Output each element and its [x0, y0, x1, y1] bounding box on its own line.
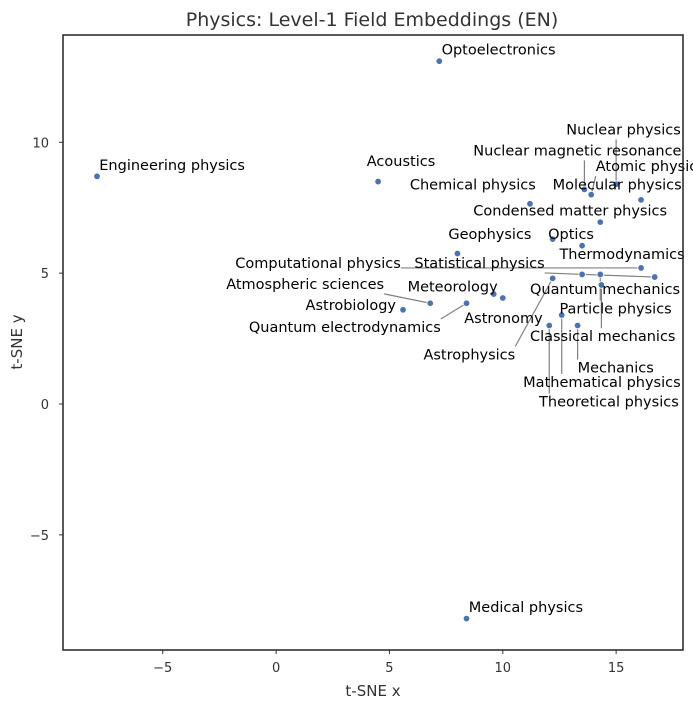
point-label-astronomy: Astronomy — [464, 311, 543, 327]
data-point-condensed-matter-physics — [596, 218, 604, 226]
point-label-computational-physics: Computational physics — [235, 256, 400, 272]
data-point-nuclear-magnetic-resonance — [580, 185, 589, 194]
point-label-molecular-physics: Molecular physics — [553, 177, 682, 193]
data-point-statistical-physics — [650, 273, 659, 281]
point-label-astrophysics: Astrophysics — [423, 348, 515, 364]
point-label-geophysics: Geophysics — [448, 227, 531, 243]
point-label-nuclear-magnetic-resonance: Nuclear magnetic resonance — [473, 143, 681, 159]
data-point-classical-mechanics — [597, 281, 606, 289]
data-point-nuclear-physics — [612, 180, 620, 188]
y-tick-label: 0 — [41, 398, 49, 413]
point-label-quantum-mechanics: Quantum mechanics — [530, 282, 680, 298]
x-tick-label: 0 — [272, 661, 280, 676]
x-tick-label: 5 — [385, 661, 393, 676]
data-point-atmospheric-sciences — [426, 299, 434, 307]
point-label-medical-physics: Medical physics — [469, 600, 583, 616]
data-point-atomic-physics — [587, 190, 595, 199]
x-tick-label: 15 — [608, 661, 625, 676]
data-point-geophysics — [453, 249, 462, 258]
x-axis-label: t-SNE x — [345, 682, 400, 700]
data-point-optics — [548, 235, 557, 243]
y-axis-label: t-SNE y — [8, 314, 26, 369]
point-label-mechanics: Mechanics — [578, 361, 654, 377]
point-label-classical-mechanics: Classical mechanics — [530, 329, 676, 345]
point-label-atmospheric-sciences: Atmospheric sciences — [226, 277, 384, 293]
point-label-optoelectronics: Optoelectronics — [442, 43, 556, 59]
data-point-quantum-electrodynamics — [462, 299, 471, 307]
point-label-optics: Optics — [548, 227, 594, 243]
y-tick-label: 5 — [41, 267, 49, 282]
leader-line-atmospheric-sciences — [384, 293, 431, 304]
data-point-engineering-physics — [93, 172, 101, 181]
data-point-meteorology — [490, 290, 498, 298]
point-labels: Optoelectronics Engineering physics Acoust… — [99, 43, 693, 616]
data-point-particle-physics — [596, 270, 604, 279]
point-label-thermodynamics: Thermodynamics — [558, 247, 684, 263]
data-point-computational-physics — [637, 264, 645, 272]
point-label-engineering-physics: Engineering physics — [99, 158, 245, 174]
y-tick-label: 10 — [32, 136, 49, 151]
y-tick-label: −5 — [30, 529, 49, 544]
y-axis-ticks: −5 0 5 10 — [30, 136, 63, 544]
data-point-medical-physics — [462, 614, 471, 623]
point-label-particle-physics: Particle physics — [559, 302, 671, 318]
point-label-atomic-physics: Atomic physics — [596, 159, 693, 175]
point-label-condensed-matter-physics: Condensed matter physics — [473, 204, 667, 220]
data-point-thermodynamics — [578, 241, 586, 250]
point-label-acoustics: Acoustics — [367, 154, 436, 170]
data-point-quantum-mechanics — [578, 270, 586, 279]
point-label-quantum-electrodynamics: Quantum electrodynamics — [249, 320, 441, 336]
point-label-nuclear-physics: Nuclear physics — [566, 122, 681, 138]
data-point-optoelectronics — [435, 57, 444, 65]
data-point-acoustics — [374, 177, 382, 186]
point-label-statistical-physics: Statistical physics — [414, 256, 544, 272]
data-point-chemical-physics — [526, 200, 534, 208]
point-label-mathematical-physics: Mathematical physics — [523, 375, 681, 391]
x-tick-label: 10 — [495, 661, 512, 676]
data-point-astronomy — [499, 294, 507, 302]
point-label-meteorology: Meteorology — [408, 279, 499, 295]
point-label-astrobiology: Astrobiology — [306, 298, 397, 314]
data-point-astrophysics — [548, 274, 557, 283]
x-tick-label: −5 — [153, 661, 172, 676]
data-point-molecular-physics — [637, 196, 645, 204]
point-label-chemical-physics: Chemical physics — [410, 177, 536, 193]
x-axis-ticks: −5 0 5 10 15 — [153, 650, 624, 676]
plot-frame — [62, 34, 684, 651]
leader-line-astrophysics — [514, 278, 554, 347]
chart-title: Physics: Level-1 Field Embeddings (EN) — [186, 9, 559, 31]
data-points — [93, 57, 659, 623]
data-point-mathematical-physics — [558, 311, 566, 319]
point-label-theoretical-physics: Theoretical physics — [538, 395, 679, 411]
data-point-theoretical-physics — [545, 321, 553, 330]
data-point-mechanics — [573, 321, 582, 330]
data-point-astrobiology — [399, 306, 407, 314]
leader-line-quantum-electrodynamics — [440, 302, 467, 320]
